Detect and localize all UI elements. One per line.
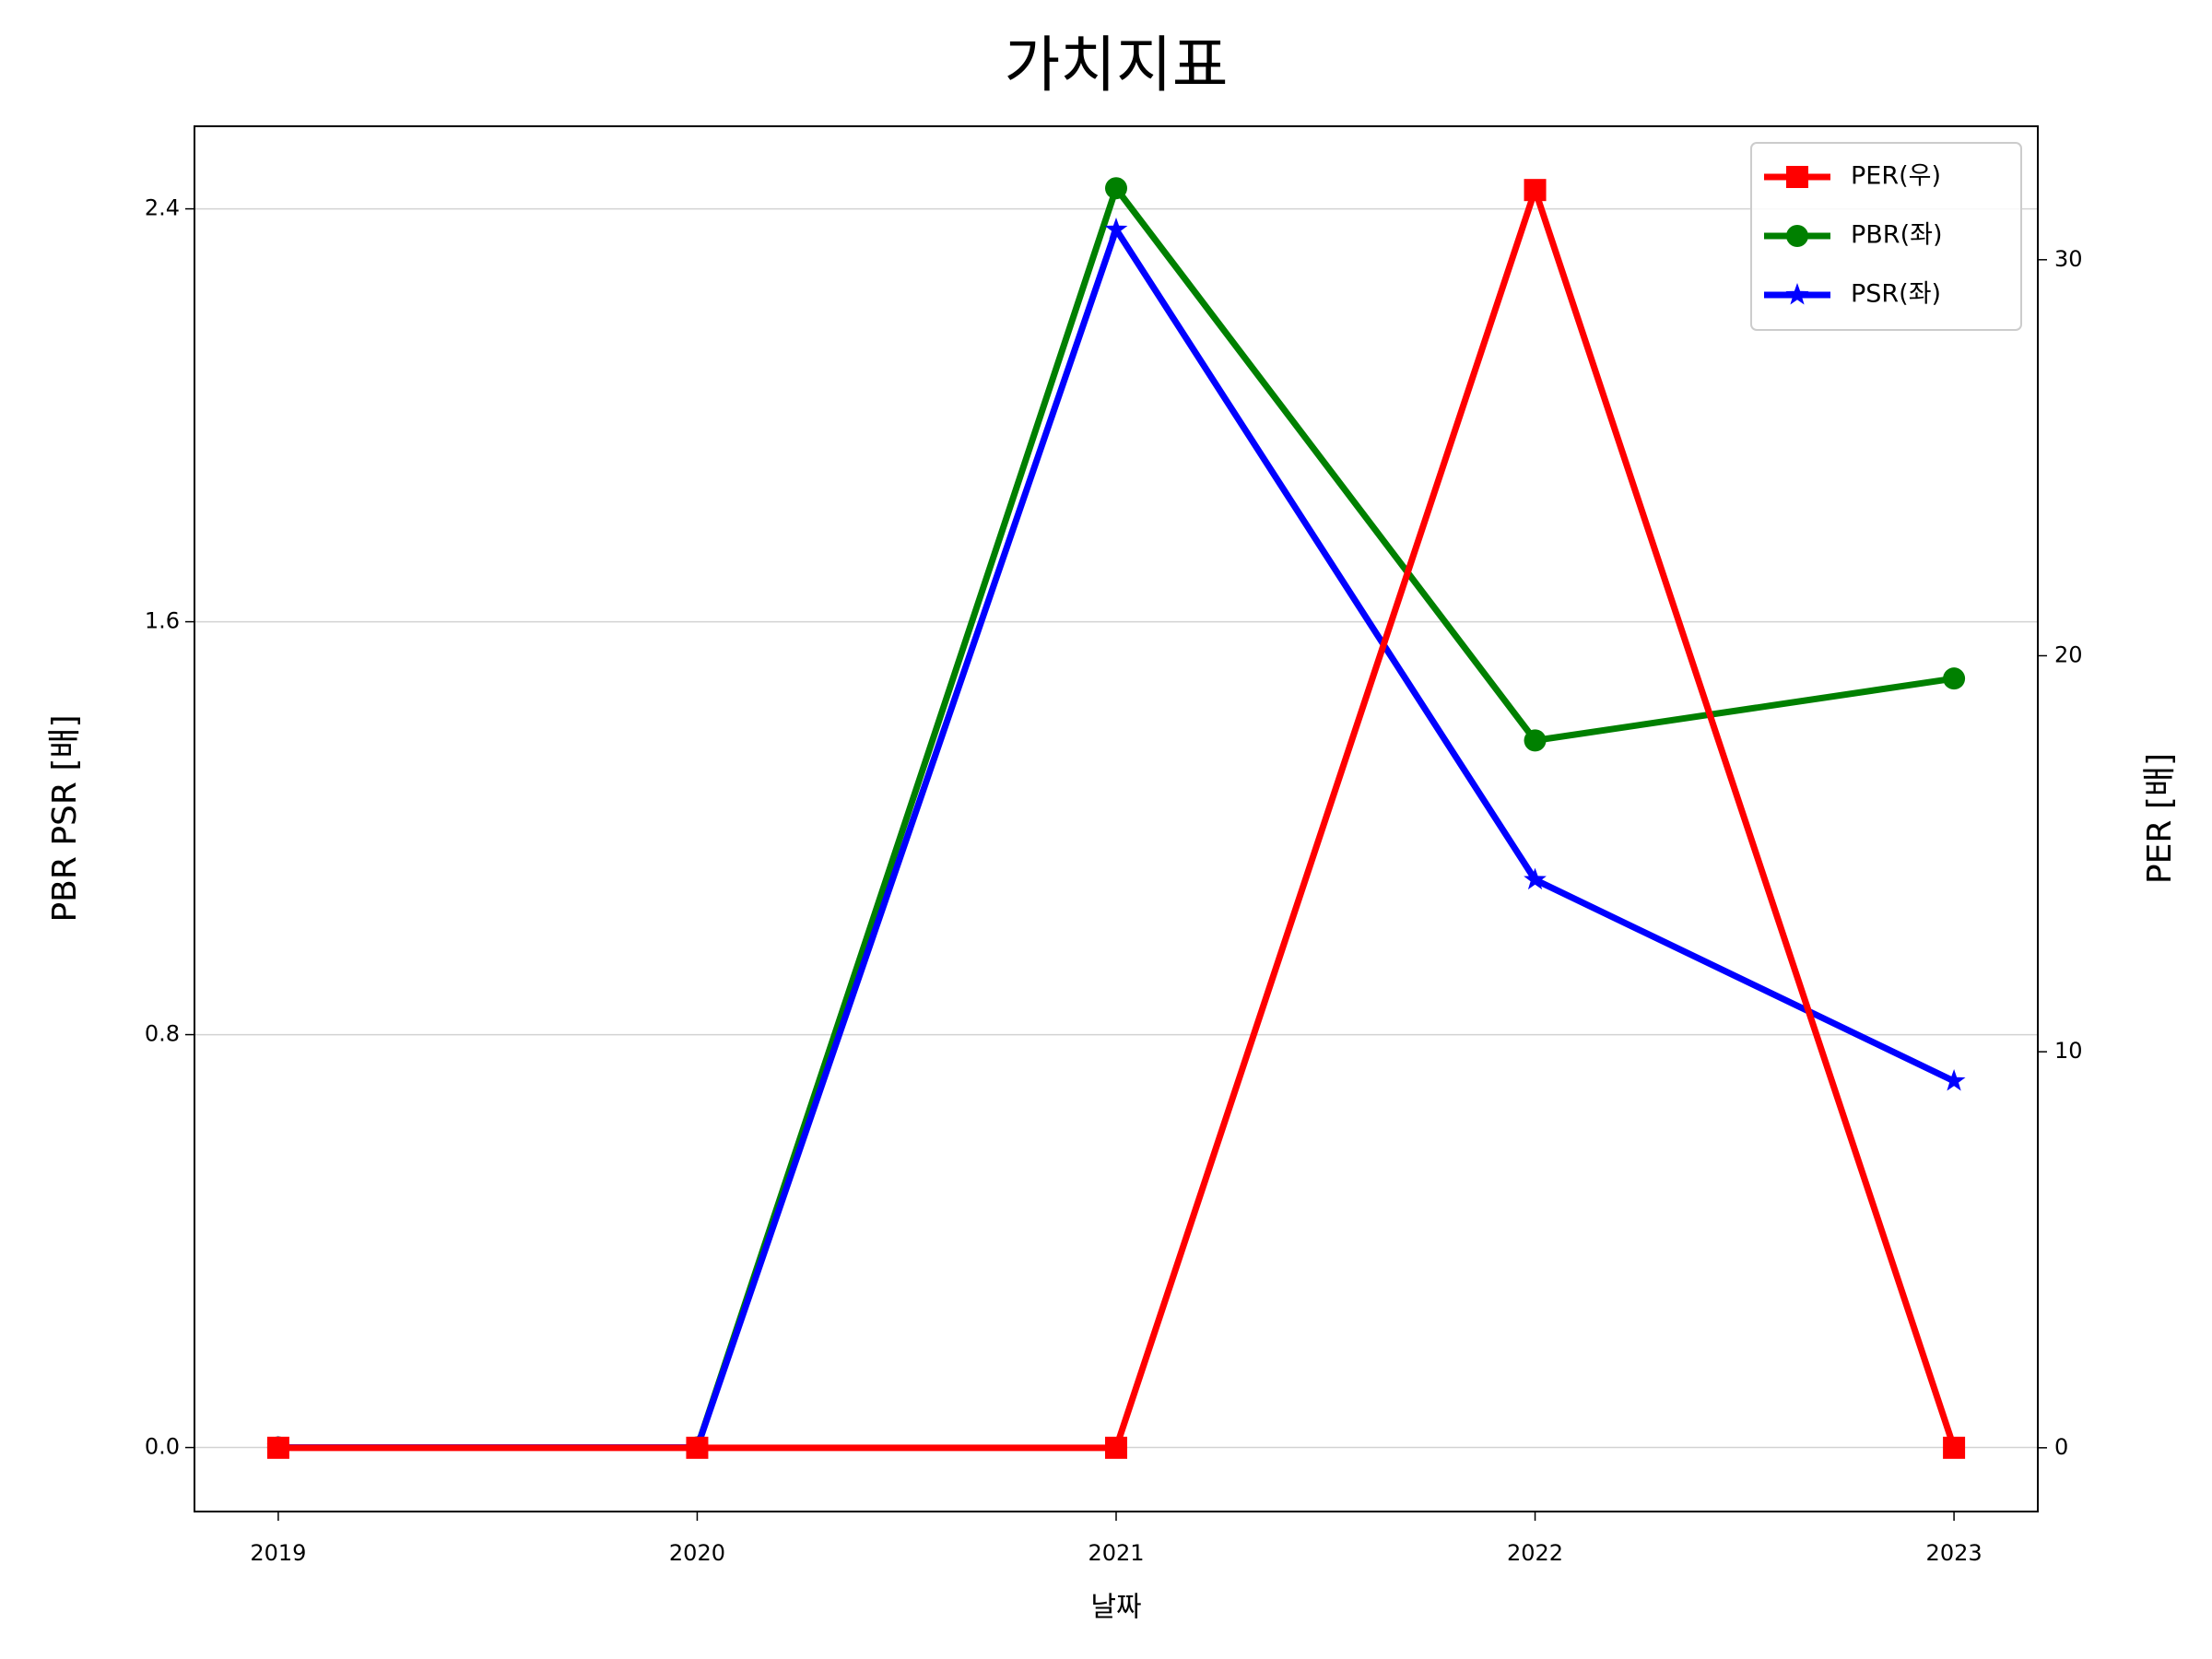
series-line — [277, 226, 1956, 1452]
x-tick-label: 2020 — [669, 1540, 725, 1566]
x-tick-label: 2021 — [1088, 1540, 1144, 1566]
marker — [1786, 166, 1808, 188]
marker — [686, 1436, 709, 1459]
series-line — [277, 186, 1958, 1452]
marker — [1524, 179, 1547, 202]
y2-tick-label: 0 — [2054, 1434, 2068, 1460]
marker — [1524, 867, 1547, 890]
y-axis-label: PBR PSR [배] — [46, 714, 84, 922]
x-axis-label: 날짜 — [1090, 1592, 1141, 1624]
marker — [1105, 1436, 1127, 1459]
axes-frame — [194, 125, 2039, 1512]
legend-label: PER(우) — [1851, 162, 1941, 191]
series-line — [277, 184, 1955, 1452]
marker — [1524, 729, 1547, 752]
x-tick-label: 2023 — [1926, 1540, 1983, 1566]
marker — [1786, 225, 1808, 247]
legend: PER(우) PBR(좌) PSR(좌) — [1750, 142, 2022, 331]
y-tick-label: 1.6 — [145, 608, 180, 634]
marker — [266, 1436, 289, 1459]
legend-label: PSR(좌) — [1851, 280, 1941, 309]
y2-tick-label: 30 — [2054, 246, 2083, 272]
marker — [1105, 177, 1127, 200]
y-tick-label: 2.4 — [145, 195, 180, 221]
y2-axis-label: PER [배] — [2141, 753, 2179, 884]
x-tick-label: 2019 — [250, 1540, 306, 1566]
y-tick-label: 0.8 — [145, 1021, 180, 1047]
marker — [1785, 283, 1809, 305]
legend-box — [1750, 142, 2022, 331]
legend-label: PBR(좌) — [1851, 221, 1942, 250]
y2-tick-label: 10 — [2054, 1038, 2083, 1064]
y2-tick-label: 20 — [2054, 641, 2083, 667]
marker — [1943, 1436, 1966, 1459]
marker — [1104, 218, 1128, 240]
y-tick-label: 0.0 — [145, 1434, 180, 1460]
marker — [1943, 667, 1966, 690]
marker — [1942, 1069, 1966, 1091]
chart-title: 가치지표 — [1005, 29, 1229, 100]
x-tick-label: 2022 — [1507, 1540, 1563, 1566]
